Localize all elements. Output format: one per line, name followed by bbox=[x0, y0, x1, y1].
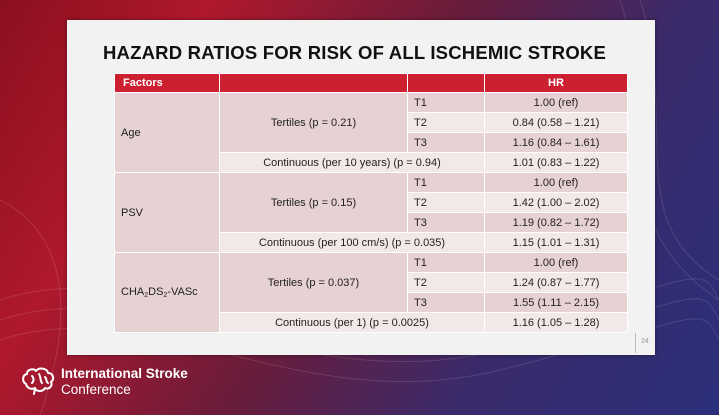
table-row: Continuous (per 1) (p = 0.0025) 1.16 (1.… bbox=[115, 312, 628, 333]
factor-text: CHA bbox=[121, 286, 145, 298]
table-row: T2 0.84 (0.58 – 1.21) bbox=[115, 112, 628, 133]
table-row: T3 1.16 (0.84 – 1.61) bbox=[115, 132, 628, 153]
hr-value: 1.00 (ref) bbox=[484, 92, 628, 113]
table-row: PSV Tertiles (p = 0.15) T1 1.00 (ref) bbox=[114, 172, 628, 253]
hr-value: 1.00 (ref) bbox=[484, 252, 628, 273]
factor-psv: PSV bbox=[114, 172, 220, 253]
tertiles-label-cha2ds2-vasc: Tertiles (p = 0.037) bbox=[219, 252, 408, 313]
factor-age: Age bbox=[114, 92, 220, 173]
header-blank-2 bbox=[407, 73, 485, 93]
tertile-label: T1 bbox=[407, 92, 485, 113]
hr-value: 1.24 (0.87 – 1.77) bbox=[484, 272, 628, 293]
tertile-label: T3 bbox=[407, 292, 485, 313]
slide-title: HAZARD RATIOS FOR RISK OF ALL ISCHEMIC S… bbox=[103, 42, 607, 63]
hazard-ratio-table: Factors HR Age Tertiles (p = 0.21) T1 1.… bbox=[114, 73, 628, 333]
tertile-label: T2 bbox=[407, 272, 485, 293]
hr-value: 1.00 (ref) bbox=[484, 172, 628, 193]
page-divider bbox=[635, 333, 636, 353]
tertile-label: T3 bbox=[407, 212, 485, 233]
header-factors: Factors bbox=[114, 73, 220, 93]
hr-value: 1.16 (1.05 – 1.28) bbox=[484, 312, 628, 333]
factor-cha2ds2-vasc: CHA2DS2-VASc bbox=[114, 252, 220, 333]
table-row: T3 1.55 (1.11 – 2.15) bbox=[115, 292, 628, 313]
tertile-label: T1 bbox=[407, 172, 485, 193]
factor-text: -VASc bbox=[167, 286, 198, 298]
header-blank-1 bbox=[219, 73, 408, 93]
table-header-row: Factors HR bbox=[114, 73, 628, 93]
factor-subscript: 2 bbox=[163, 292, 168, 299]
page-number: 24 bbox=[641, 338, 649, 345]
tertiles-label-psv: Tertiles (p = 0.15) bbox=[219, 172, 408, 233]
hr-value: 1.19 (0.82 – 1.72) bbox=[484, 212, 628, 233]
table-row: T2 1.24 (0.87 – 1.77) bbox=[115, 272, 628, 293]
tertile-label: T2 bbox=[407, 192, 485, 213]
hr-value: 1.55 (1.11 – 2.15) bbox=[484, 292, 628, 313]
table-row: Continuous (per 10 years) (p = 0.94) 1.0… bbox=[115, 152, 628, 173]
hr-value: 1.42 (1.00 – 2.02) bbox=[484, 192, 628, 213]
continuous-label-psv: Continuous (per 100 cm/s) (p = 0.035) bbox=[219, 232, 485, 253]
conference-name-line2: Conference bbox=[61, 382, 131, 397]
table-row: Age Tertiles (p = 0.21) T1 1.00 (ref) bbox=[114, 92, 628, 173]
tertile-label: T3 bbox=[407, 132, 485, 153]
factor-subscript: 2 bbox=[144, 292, 149, 299]
tertile-label: T2 bbox=[407, 112, 485, 133]
continuous-label-age: Continuous (per 10 years) (p = 0.94) bbox=[219, 152, 485, 173]
header-hr: HR bbox=[484, 73, 628, 93]
brain-icon bbox=[22, 367, 55, 395]
tertiles-label-age: Tertiles (p = 0.21) bbox=[219, 92, 408, 153]
slide: HAZARD RATIOS FOR RISK OF ALL ISCHEMIC S… bbox=[67, 20, 655, 355]
hr-value: 1.01 (0.83 – 1.22) bbox=[484, 152, 628, 173]
table-row: Continuous (per 100 cm/s) (p = 0.035) 1.… bbox=[115, 232, 628, 253]
hr-value: 0.84 (0.58 – 1.21) bbox=[484, 112, 628, 133]
hr-value: 1.15 (1.01 – 1.31) bbox=[484, 232, 628, 253]
continuous-label-cha2ds2-vasc: Continuous (per 1) (p = 0.0025) bbox=[219, 312, 485, 333]
table-row: T3 1.19 (0.82 – 1.72) bbox=[115, 212, 628, 233]
hr-value: 1.16 (0.84 – 1.61) bbox=[484, 132, 628, 153]
conference-name-line1: International Stroke bbox=[61, 366, 188, 381]
table-row: CHA2DS2-VASc Tertiles (p = 0.037) T1 1.0… bbox=[114, 252, 628, 333]
table-row: T2 1.42 (1.00 – 2.02) bbox=[115, 192, 628, 213]
tertile-label: T1 bbox=[407, 252, 485, 273]
factor-text: DS bbox=[148, 286, 164, 298]
